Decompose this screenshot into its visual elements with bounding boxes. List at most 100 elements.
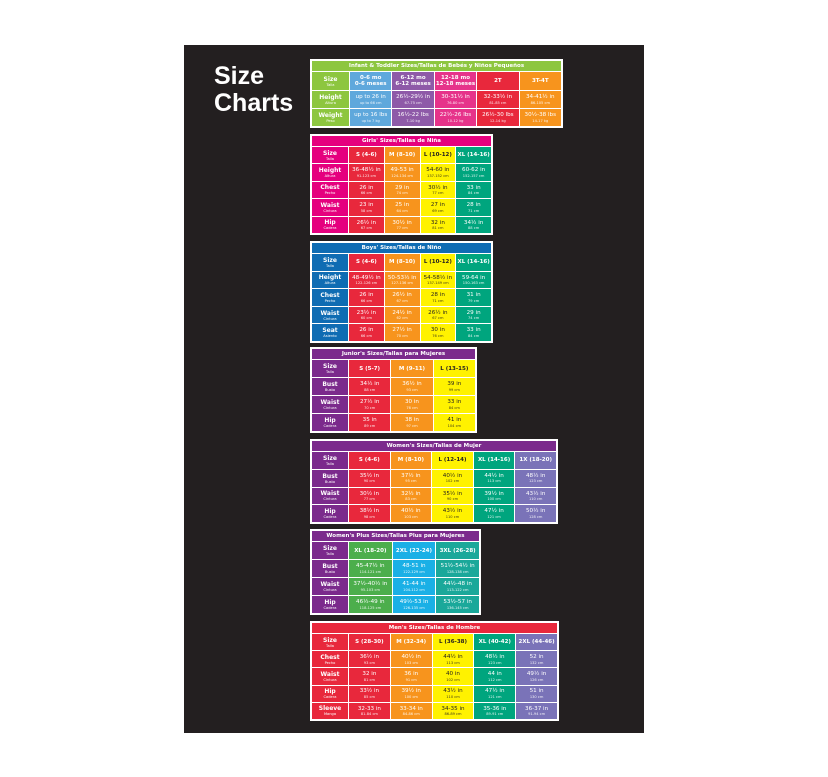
imperial-value: 28 in <box>466 202 481 209</box>
imperial-value: 34-41½ in <box>526 94 555 101</box>
metric-value: 81 cm <box>363 677 375 682</box>
size-label: Size Talla <box>311 253 349 272</box>
imperial-value: 26 in <box>359 184 374 191</box>
size-label: Size Talla <box>311 70 350 92</box>
size-header: XL (40-42) <box>473 632 517 652</box>
metric-value: 102 cm <box>446 677 460 682</box>
row-sublabel: Cadera <box>323 515 337 520</box>
metric-value: 104-112 cm <box>403 587 425 592</box>
metric-value: 100 cm <box>487 497 501 502</box>
metric-value: 95 cm <box>405 479 417 484</box>
size-header: 2XL (22-24) <box>391 541 437 560</box>
measurement-cell: 36½ in 93 cm <box>348 650 391 669</box>
measurement-cell: 41-44 in 104-112 cm <box>391 577 437 596</box>
size-header: M (8-10) <box>383 145 421 165</box>
row-label: Bust <box>322 563 338 570</box>
measurement-cell: 34-35 in 86-89 cm <box>431 701 475 721</box>
measurement-cell: 26½ in 67 cm <box>383 288 421 307</box>
imperial-value: 26½ in <box>392 292 412 299</box>
imperial-value: 46½-49 in <box>356 599 385 606</box>
imperial-value: 43½ in <box>442 508 463 515</box>
imperial-value: up to 16 lbs <box>354 112 388 119</box>
metric-value: 79 cm <box>468 298 480 303</box>
imperial-value: 48-49½ in <box>352 274 381 281</box>
imperial-value: 40½ in <box>401 654 421 661</box>
table-row: Weight Peso up to 16 lbs up to 7 kg 16½-22 l… <box>311 108 563 127</box>
measurement-cell: 47½ in 121 cm <box>473 684 517 703</box>
measurement-label: Waist Cintura <box>311 577 349 596</box>
imperial-value: 26½-29½ in <box>396 94 431 101</box>
measurement-cell: 33-34 in 84-86 cm <box>389 701 433 721</box>
measurement-cell: 50½ in 128 cm <box>514 504 557 523</box>
metric-value: 102 cm <box>445 479 460 484</box>
table-row: Hip Cadera 35 in 89 cm 38 in 97 cm 41 in 104 cm <box>311 413 477 432</box>
metric-value: 97 cm <box>406 423 418 428</box>
size-header: S (4-6) <box>348 451 391 470</box>
imperial-value: 35½ in <box>359 472 379 479</box>
measurement-label: Weight Peso <box>311 108 350 127</box>
measurement-cell: 27½ in 70 cm <box>347 395 392 414</box>
size-header: XL (14-16) <box>455 145 492 165</box>
table-row: Waist Cintura 37½-40½ in 95-103 cm 41-44 in 1… <box>311 577 480 596</box>
imperial-value: 48-51 in <box>402 563 426 570</box>
measurement-label: Height Altura <box>311 90 350 110</box>
metric-value: 84-86 cm <box>402 712 420 717</box>
size-header: L (12-14) <box>431 451 474 470</box>
imperial-value: up to 26 in <box>355 94 386 101</box>
metric-value: 69 cm <box>432 208 444 213</box>
metric-value: 100 cm <box>404 694 418 699</box>
metric-value: 81 cm <box>432 226 444 231</box>
metric-value: 86-105 cm <box>530 100 550 105</box>
metric-value: 91 cm <box>405 677 417 682</box>
imperial-value: 60-62 in <box>462 167 486 174</box>
row-label: Hip <box>324 219 336 227</box>
imperial-value: 35-36 in <box>483 705 507 712</box>
imperial-value: 43½ in <box>525 490 546 497</box>
imperial-value: 32-33 in <box>357 705 381 712</box>
imperial-value: 44½ in <box>443 654 463 661</box>
measurement-label: Seat Asiento <box>311 323 349 342</box>
metric-value: 128 cm <box>528 514 543 519</box>
metric-value: 93 cm <box>406 387 418 392</box>
metric-value: 60 cm <box>360 316 372 321</box>
metric-value: 70 cm <box>364 405 376 410</box>
metric-value: 81-84 cm <box>360 712 378 717</box>
size-header: L (10-12) <box>419 145 457 165</box>
size-label: Size Talla <box>311 541 349 560</box>
measurement-cell: 32 in 81 cm <box>348 667 391 686</box>
metric-value: 58 cm <box>360 208 372 213</box>
metric-value: 113 cm <box>487 479 501 484</box>
size-header: S (28-30) <box>348 632 391 652</box>
table-row: Bust Busto 45-47½ in 114-121 cm 48-51 in 122-… <box>311 559 480 578</box>
size-label: Size Talla <box>311 145 349 165</box>
imperial-value: 44½ in <box>484 472 504 479</box>
measurement-cell: 50-53½ in 127-136 cm <box>383 270 421 290</box>
metric-value: 67 cm <box>360 226 372 231</box>
row-label: Sleeve <box>318 705 342 713</box>
imperial-value: 54-60 in <box>426 167 450 174</box>
measurement-cell: 33 in 84 cm <box>455 323 492 342</box>
metric-value: 85 cm <box>363 694 375 699</box>
chart-title: Women's Sizes/Tallas de Mujer <box>311 440 557 452</box>
measurement-label: Hip Cadera <box>311 595 349 614</box>
metric-value: 126-135 cm <box>403 605 425 610</box>
imperial-value: 47½ in <box>485 688 505 695</box>
measurement-cell: 22½-26 lbs 10-12 kg <box>433 108 478 127</box>
imperial-value: 31 in <box>466 292 481 299</box>
measurement-label: Bust Busto <box>311 377 349 396</box>
row-sublabel: Cintura <box>323 406 337 410</box>
row-sublabel: Talla <box>325 263 334 268</box>
row-label: Waist <box>320 581 340 588</box>
measurement-label: Waist Cintura <box>311 305 349 325</box>
measurement-cell: 30½ in 77 cm <box>348 486 391 506</box>
measurement-cell: 53½-57 in 136-145 cm <box>435 595 480 614</box>
imperial-value: 44½-48 in <box>443 581 472 588</box>
imperial-value: 30½ in <box>428 184 448 191</box>
metric-value: 77 cm <box>363 497 375 502</box>
measurement-label: Hip Cadera <box>311 504 349 523</box>
measurement-cell: 49-53 in 124-134 cm <box>383 163 421 182</box>
row-sublabel: Busto <box>324 479 336 484</box>
imperial-value: 30½ in <box>359 490 379 497</box>
metric-value: 122-126 cm <box>355 281 378 286</box>
imperial-value: 30½ in <box>392 219 412 226</box>
